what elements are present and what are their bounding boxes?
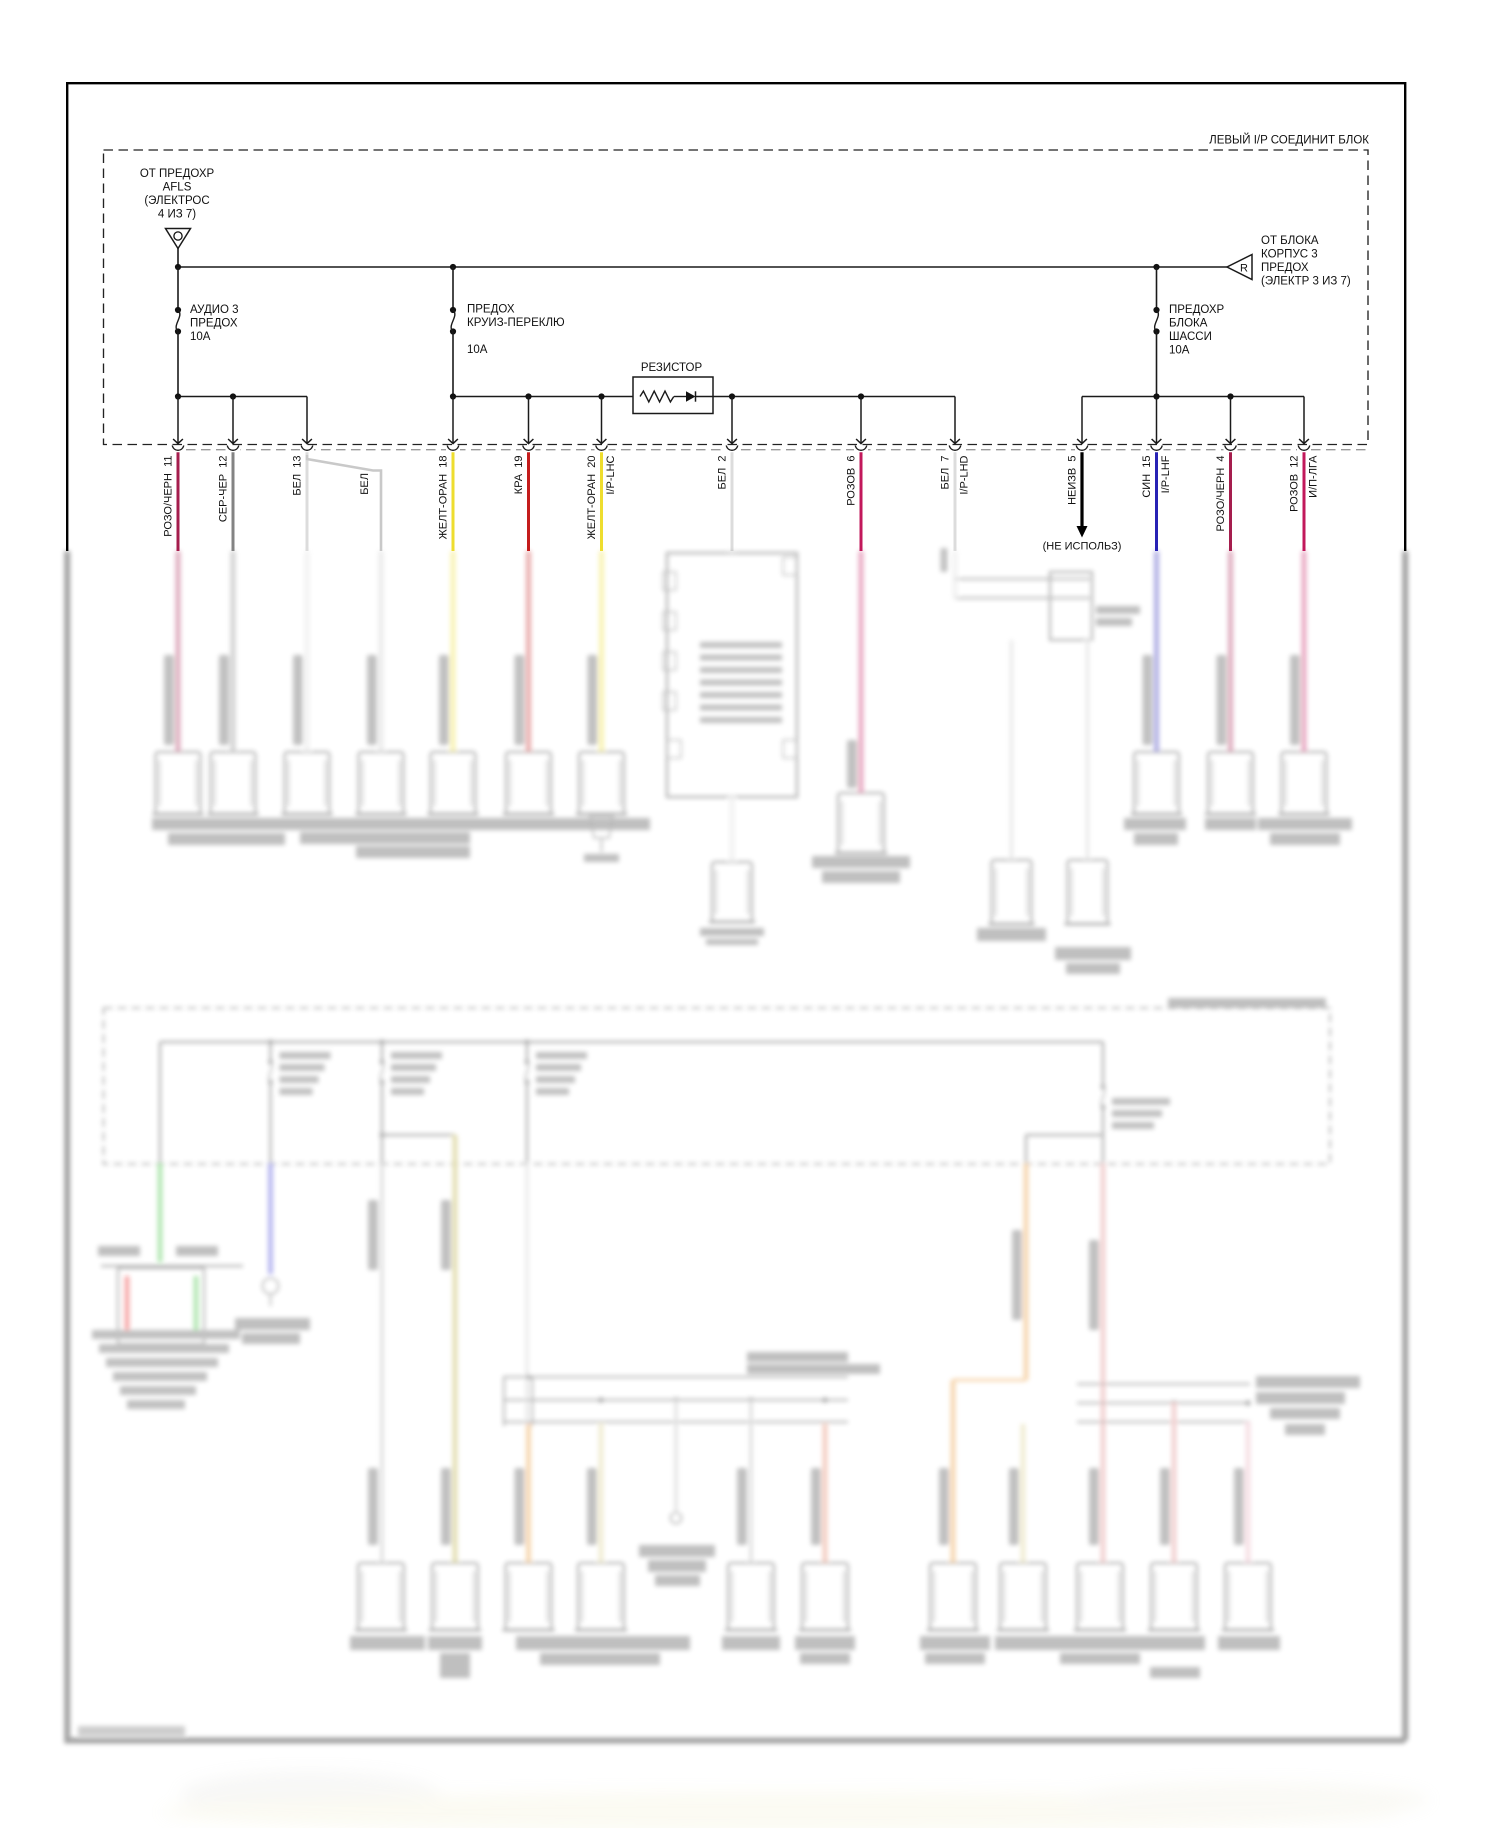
svg-text:РОЗО/ЧЕРН 4: РОЗО/ЧЕРН 4 [1215, 456, 1227, 532]
svg-text:СЕР-ЧЕР 12: СЕР-ЧЕР 12 [218, 456, 230, 523]
svg-text:ЖЕЛТ-ОРАН 20: ЖЕЛТ-ОРАН 20 [586, 456, 598, 540]
svg-text:ЖЕЛТ-ОРАН 18: ЖЕЛТ-ОРАН 18 [438, 456, 450, 540]
svg-text:РОЗОВ 12: РОЗОВ 12 [1289, 456, 1301, 512]
svg-text:10А: 10А [467, 344, 488, 356]
svg-text:НЕИЗВ 5: НЕИЗВ 5 [1067, 456, 1079, 505]
svg-text:ЛЕВЫЙ I/P СОЕДИНИТ БЛОК: ЛЕВЫЙ I/P СОЕДИНИТ БЛОК [1209, 134, 1369, 147]
svg-text:(НЕ ИСПОЛЬЗ): (НЕ ИСПОЛЬЗ) [1043, 541, 1122, 553]
svg-text:(ЭЛЕКТРОС: (ЭЛЕКТРОС [144, 195, 209, 207]
svg-text:БЕЛ: БЕЛ [359, 473, 371, 495]
svg-text:БЕЛ 13: БЕЛ 13 [292, 456, 304, 496]
svg-text:ПРЕДОХ: ПРЕДОХ [190, 318, 238, 330]
svg-text:R: R [1240, 263, 1248, 275]
svg-text:ПРЕДОХ: ПРЕДОХ [1261, 262, 1309, 274]
svg-text:СИН 15: СИН 15 [1141, 456, 1153, 498]
svg-text:10А: 10А [190, 331, 211, 343]
svg-text:ШАССИ: ШАССИ [1169, 331, 1212, 343]
svg-text:АУДИО 3: АУДИО 3 [190, 304, 239, 316]
svg-text:ОТ БЛОКА: ОТ БЛОКА [1261, 235, 1319, 247]
svg-text:(ЭЛЕКТР 3 ИЗ 7): (ЭЛЕКТР 3 ИЗ 7) [1261, 276, 1351, 288]
svg-text:ПРЕДОХ: ПРЕДОХ [467, 304, 515, 316]
svg-text:I/P-LHD: I/P-LHD [959, 455, 971, 494]
svg-text:БЕЛ 7: БЕЛ 7 [940, 456, 952, 490]
svg-text:РОЗОВ 6: РОЗОВ 6 [846, 456, 858, 506]
svg-text:КОРПУС 3: КОРПУС 3 [1261, 249, 1318, 261]
svg-text:РЕЗИСТОР: РЕЗИСТОР [641, 362, 703, 374]
svg-text:I/P-LHC: I/P-LHC [605, 455, 617, 494]
svg-text:10А: 10А [1169, 345, 1190, 357]
svg-text:КРУИЗ-ПЕРЕКЛЮ: КРУИЗ-ПЕРЕКЛЮ [467, 317, 565, 329]
svg-text:БЕЛ 2: БЕЛ 2 [717, 456, 729, 490]
svg-text:КРА 19: КРА 19 [513, 456, 525, 495]
svg-text:4 ИЗ 7): 4 ИЗ 7) [158, 209, 196, 221]
svg-text:РОЗО/ЧЕРН 11: РОЗО/ЧЕРН 11 [163, 456, 175, 537]
svg-text:И/П-ЛГА: И/П-ЛГА [1308, 455, 1320, 498]
svg-text:AFLS: AFLS [163, 182, 192, 194]
svg-text:БЛОКА: БЛОКА [1169, 318, 1208, 330]
svg-text:ОТ ПРЕДОХР: ОТ ПРЕДОХР [140, 168, 215, 180]
svg-text:ПРЕДОХР: ПРЕДОХР [1169, 304, 1224, 316]
svg-text:I/P-LHF: I/P-LHF [1160, 455, 1172, 493]
